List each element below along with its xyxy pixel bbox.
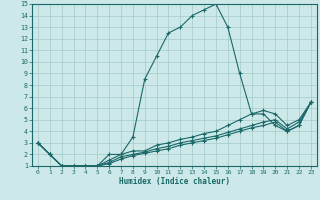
- X-axis label: Humidex (Indice chaleur): Humidex (Indice chaleur): [119, 177, 230, 186]
